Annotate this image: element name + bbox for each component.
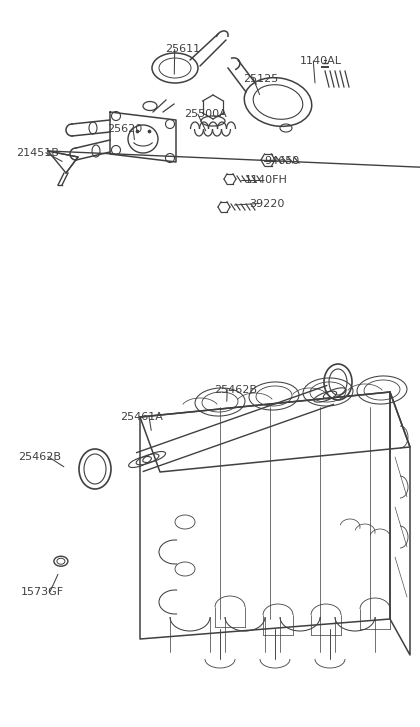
Text: 25462B: 25462B — [214, 385, 257, 395]
Text: 25462B: 25462B — [18, 451, 61, 462]
Text: 25125: 25125 — [244, 73, 279, 84]
Text: 1573GF: 1573GF — [21, 587, 63, 597]
Text: 21451B: 21451B — [16, 148, 59, 158]
Text: 25500A: 25500A — [184, 109, 227, 119]
Text: 94650: 94650 — [265, 156, 300, 166]
Text: 25611: 25611 — [165, 44, 200, 55]
Text: 1140AL: 1140AL — [300, 56, 342, 66]
Text: 25461A: 25461A — [120, 412, 163, 422]
Text: 25620: 25620 — [108, 124, 143, 134]
Text: 1140FH: 1140FH — [245, 174, 288, 185]
Text: 39220: 39220 — [249, 198, 284, 209]
